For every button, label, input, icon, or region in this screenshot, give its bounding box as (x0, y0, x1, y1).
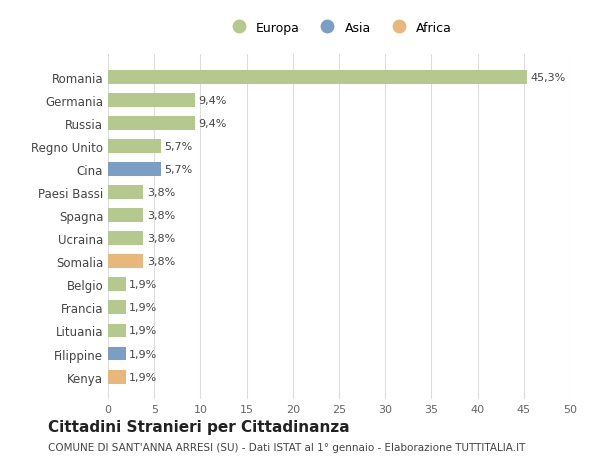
Text: 9,4%: 9,4% (199, 119, 227, 129)
Text: 3,8%: 3,8% (147, 257, 175, 267)
Bar (108, 324, 125, 338)
Text: 5,7%: 5,7% (164, 165, 193, 175)
Text: 5,7%: 5,7% (164, 142, 193, 151)
Text: 1,9%: 1,9% (129, 349, 158, 359)
Bar (108, 278, 125, 291)
Text: 1,9%: 1,9% (129, 280, 158, 290)
Bar (108, 370, 125, 384)
Bar (108, 347, 125, 361)
Text: 1,9%: 1,9% (129, 303, 158, 313)
Text: 3,8%: 3,8% (147, 188, 175, 198)
Bar (108, 209, 143, 223)
Bar (108, 186, 143, 200)
Text: 9,4%: 9,4% (199, 95, 227, 106)
Bar (108, 117, 195, 130)
Bar (108, 140, 161, 154)
Text: COMUNE DI SANT'ANNA ARRESI (SU) - Dati ISTAT al 1° gennaio - Elaborazione TUTTIT: COMUNE DI SANT'ANNA ARRESI (SU) - Dati I… (48, 442, 526, 452)
Bar (108, 163, 161, 177)
Bar (108, 255, 143, 269)
Text: 3,8%: 3,8% (147, 234, 175, 244)
Text: 3,8%: 3,8% (147, 211, 175, 221)
Bar (108, 232, 143, 246)
Bar (108, 94, 195, 107)
Bar (108, 71, 527, 84)
Text: Cittadini Stranieri per Cittadinanza: Cittadini Stranieri per Cittadinanza (48, 420, 350, 435)
Text: 1,9%: 1,9% (129, 372, 158, 382)
Bar (108, 301, 125, 315)
Text: 45,3%: 45,3% (530, 73, 566, 83)
Text: 1,9%: 1,9% (129, 326, 158, 336)
Legend: Europa, Asia, Africa: Europa, Asia, Africa (221, 17, 457, 39)
